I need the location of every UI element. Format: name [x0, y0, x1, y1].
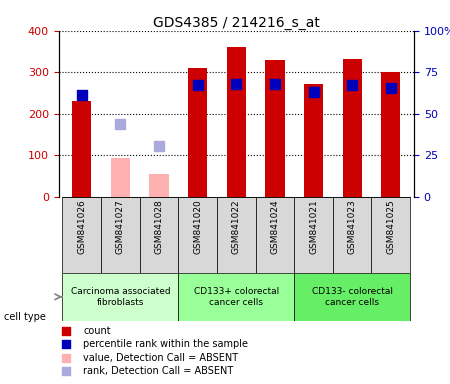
Bar [342, 59, 362, 197]
Point [62, 328, 69, 334]
Text: GSM841022: GSM841022 [232, 199, 241, 253]
Bar [227, 47, 246, 197]
Bar [149, 174, 169, 197]
Text: cell type: cell type [4, 312, 46, 322]
Point [62, 354, 69, 361]
Bar [333, 197, 372, 273]
Text: CD133- colorectal
cancer cells: CD133- colorectal cancer cells [312, 287, 393, 306]
Text: GSM841023: GSM841023 [348, 199, 357, 254]
Bar [178, 197, 217, 273]
Text: count: count [83, 326, 111, 336]
Bar [63, 197, 101, 273]
Point [117, 121, 124, 127]
Bar [217, 197, 256, 273]
Text: Carcinoma associated
fibroblasts: Carcinoma associated fibroblasts [71, 287, 170, 306]
Point [78, 92, 86, 98]
Bar [188, 68, 207, 197]
Text: GSM841024: GSM841024 [270, 199, 279, 253]
Point [62, 368, 69, 374]
Text: GSM841026: GSM841026 [77, 199, 86, 254]
Point [271, 81, 279, 87]
Bar [294, 273, 410, 321]
Text: GSM841020: GSM841020 [193, 199, 202, 254]
Bar [372, 197, 410, 273]
Point [233, 81, 240, 87]
Point [310, 89, 317, 95]
Point [62, 341, 69, 347]
Text: GSM841028: GSM841028 [154, 199, 163, 254]
Point [387, 85, 394, 91]
Bar [72, 101, 91, 197]
Text: GSM841027: GSM841027 [116, 199, 125, 254]
Bar [140, 197, 178, 273]
Text: percentile rank within the sample: percentile rank within the sample [83, 339, 248, 349]
Bar [304, 84, 323, 197]
Point [349, 83, 356, 89]
Bar [178, 273, 294, 321]
Text: value, Detection Call = ABSENT: value, Detection Call = ABSENT [83, 353, 238, 362]
Bar [111, 159, 130, 197]
Text: rank, Detection Call = ABSENT: rank, Detection Call = ABSENT [83, 366, 234, 376]
Bar [381, 72, 400, 197]
Bar [256, 197, 294, 273]
Point [194, 83, 201, 89]
Bar [265, 60, 284, 197]
Bar [294, 197, 333, 273]
Text: GSM841021: GSM841021 [309, 199, 318, 254]
Bar [63, 273, 178, 321]
Title: GDS4385 / 214216_s_at: GDS4385 / 214216_s_at [153, 16, 320, 30]
Text: CD133+ colorectal
cancer cells: CD133+ colorectal cancer cells [194, 287, 279, 306]
Bar [101, 197, 140, 273]
Text: GSM841025: GSM841025 [386, 199, 395, 254]
Point [155, 143, 162, 149]
